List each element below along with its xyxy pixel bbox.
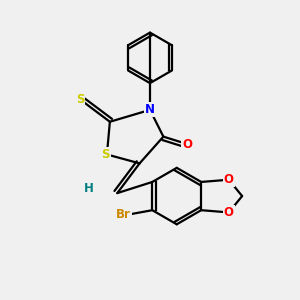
Text: O: O bbox=[182, 138, 192, 151]
Text: Br: Br bbox=[116, 208, 131, 221]
Text: S: S bbox=[76, 93, 84, 106]
Text: S: S bbox=[101, 148, 110, 161]
Text: N: N bbox=[145, 103, 155, 116]
Text: O: O bbox=[224, 206, 234, 219]
Text: O: O bbox=[224, 173, 234, 186]
Text: H: H bbox=[84, 182, 94, 195]
